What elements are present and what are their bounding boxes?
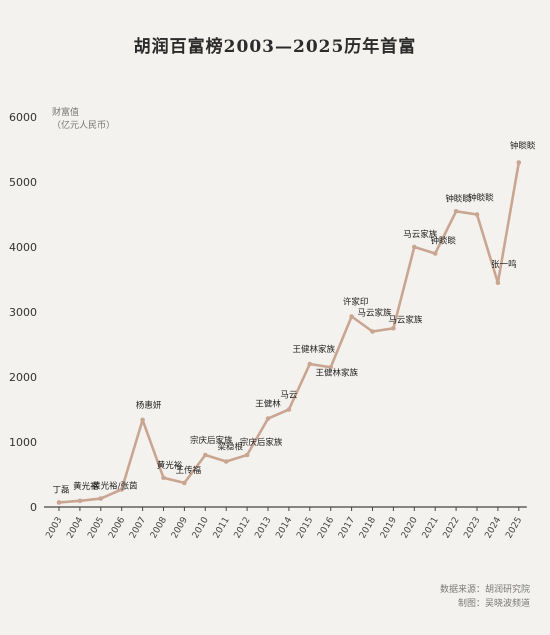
data-point — [412, 244, 417, 250]
x-tick-label: 2003 — [44, 516, 64, 541]
data-point — [286, 407, 292, 412]
y-tick-label: 2000 — [9, 371, 37, 384]
y-tick-label: 4000 — [9, 241, 37, 254]
data-point — [203, 452, 208, 458]
y-tick-label: 1000 — [9, 436, 37, 449]
credit-note: 制图：吴晓波频道 — [457, 599, 530, 609]
point-label: 杨惠妍 — [136, 400, 162, 411]
data-point — [495, 280, 501, 286]
x-tick-label: 2011 — [212, 516, 232, 541]
data-point — [223, 459, 229, 464]
data-point — [98, 496, 104, 501]
x-tick-label: 2013 — [253, 516, 273, 541]
y-tick-label: 6000 — [9, 111, 37, 124]
point-label: 王传福 — [176, 465, 202, 476]
data-point — [77, 498, 83, 504]
x-tick-label: 2008 — [149, 515, 169, 540]
point-label: 王健林 — [255, 399, 281, 410]
x-tick-label: 2022 — [442, 516, 462, 541]
x-tick-label: 2021 — [421, 516, 441, 541]
x-tick-label: 2009 — [170, 515, 190, 540]
point-label: 张一鸣 — [491, 259, 517, 270]
x-tick-label: 2010 — [191, 515, 211, 540]
data-point — [244, 452, 250, 458]
point-label: 黄光裕/张茵 — [92, 481, 137, 492]
x-tick-label: 2015 — [295, 516, 315, 541]
x-tick-label: 2019 — [379, 515, 399, 540]
point-label: 黄光裕 — [73, 481, 99, 492]
y-axis-label-line-1: 财富值 — [52, 108, 80, 118]
data-point — [307, 361, 313, 367]
data-point — [432, 251, 438, 256]
data-point — [370, 329, 375, 334]
point-label: 王健林家族 — [315, 367, 358, 378]
data-source-note: 数据来源：胡润研究院 — [439, 585, 530, 595]
y-tick-label: 5000 — [9, 176, 37, 189]
point-label: 钟睒睒 — [430, 236, 456, 247]
x-tick-label: 2023 — [462, 516, 482, 541]
data-point — [265, 416, 271, 421]
y-axis-label-line-2: （亿元人民币） — [52, 121, 116, 131]
data-point — [516, 160, 522, 165]
data-point — [328, 364, 334, 370]
y-axis-label: 财富值 （亿元人民币） — [52, 107, 115, 133]
x-tick-label: 2004 — [65, 515, 85, 540]
x-tick-label: 2005 — [86, 516, 106, 541]
point-label: 王健林家族 — [293, 344, 336, 355]
point-label: 马云家族 — [388, 314, 423, 325]
point-label: 丁磊 — [52, 485, 70, 495]
data-point — [140, 417, 145, 423]
x-tick-label: 2018 — [358, 515, 378, 540]
data-point — [119, 487, 124, 492]
x-tick-label: 2020 — [400, 515, 420, 540]
x-tick-label: 2007 — [128, 516, 148, 541]
x-tick-label: 2014 — [274, 515, 294, 540]
x-tick-label: 2006 — [107, 515, 127, 540]
point-label: 马云家族 — [403, 229, 438, 240]
point-label: 钟睒睒 — [510, 141, 536, 152]
point-label: 马云家族 — [357, 308, 392, 319]
data-point — [56, 500, 62, 505]
data-point — [453, 208, 459, 214]
x-tick-label: 2025 — [504, 516, 524, 541]
point-label: 许家印 — [343, 297, 369, 308]
point-label: 宗庆后家族 — [190, 435, 233, 446]
point-label: 钟睒睒 — [468, 193, 494, 204]
footer: 数据来源：胡润研究院 制图：吴晓波频道 — [440, 583, 530, 611]
data-point — [182, 480, 187, 486]
point-label: 宗庆后家族 — [240, 437, 283, 448]
x-tick-label: 2024 — [483, 515, 503, 540]
series-line — [57, 161, 521, 504]
y-tick-label: 0 — [30, 501, 37, 514]
x-tick-label: 2017 — [337, 516, 357, 541]
x-tick-label: 2016 — [316, 515, 336, 540]
data-point — [474, 212, 480, 217]
x-tick-label: 2012 — [233, 516, 253, 541]
point-label: 马云 — [280, 391, 298, 401]
point-label: 钟睒睒 — [445, 193, 471, 204]
data-point — [391, 325, 396, 331]
chart-title: 胡润百富榜2003—2025历年首富 — [133, 37, 417, 57]
data-point — [161, 475, 166, 481]
data-point — [349, 314, 354, 319]
point-label: 黄光裕 — [157, 460, 183, 471]
point-label: 梁稳根 — [217, 442, 243, 453]
y-tick-label: 3000 — [9, 306, 37, 319]
